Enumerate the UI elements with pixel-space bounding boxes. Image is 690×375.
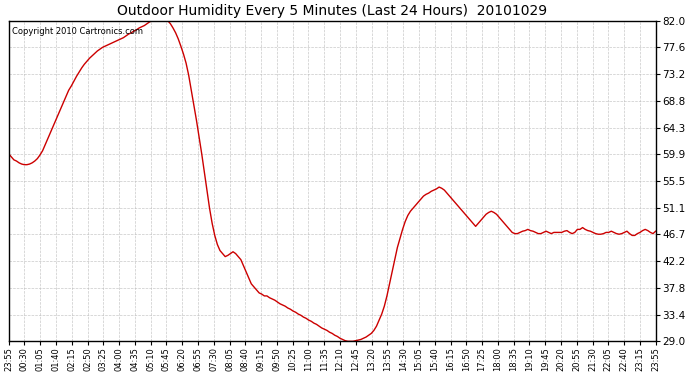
Title: Outdoor Humidity Every 5 Minutes (Last 24 Hours)  20101029: Outdoor Humidity Every 5 Minutes (Last 2… [117,4,547,18]
Text: Copyright 2010 Cartronics.com: Copyright 2010 Cartronics.com [12,27,143,36]
